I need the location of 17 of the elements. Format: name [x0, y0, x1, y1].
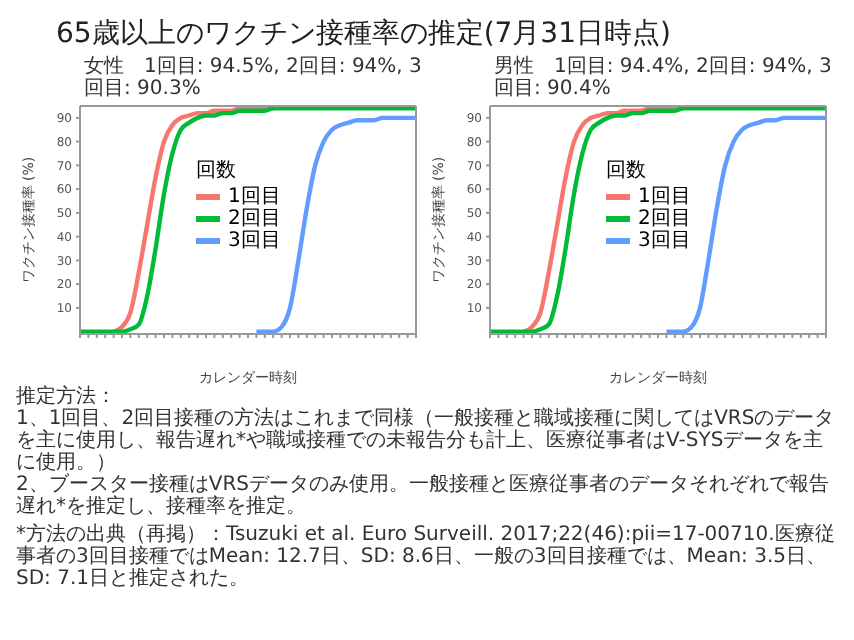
- legend-label: 1回目: [638, 186, 691, 208]
- text: 65歳以上のワクチン接種率の推定(7月31日時点): [56, 16, 673, 52]
- legend-title: 回数: [196, 160, 238, 182]
- chart-title: 男性 1回目: 94.4%, 2回目: 94%, 3回目: 90.4%: [494, 56, 834, 100]
- text: 推定方法：: [16, 386, 118, 408]
- legend-label: 2回目: [638, 208, 691, 230]
- legend-label: 2回目: [228, 208, 281, 230]
- text: 1、1回目、2回目接種の方法はこれまで同様（一般接種と職域接種に関してはVRSのデータを主に使用し、報告遅れ*や職域接種での未報告分も計上、医療従事者はV-SYSデータを主に使用。）: [16, 408, 837, 474]
- text: 2、ブースター接種はVRSデータのみ使用。一般接種と医療従事者のデータそれぞれで報告遅れ*を推定し、接種率を推定。: [16, 474, 831, 518]
- legend-title: 回数: [606, 160, 648, 182]
- chart-title: 女性 1回目: 94.5%, 2回目: 94%, 3回目: 90.3%: [84, 56, 424, 100]
- legend-label: 1回目: [228, 186, 281, 208]
- legend-label: 3回目: [228, 230, 281, 252]
- line-series: [77, 106, 419, 334]
- line-series: [487, 106, 829, 334]
- text: *方法の出典（再掲）：Tsuzuki et al. Euro Surveill. 2017;22(46):pii=17-00710.医療従事者の3回目接種ではMean: 12.7日、SD: 8.6日、一般の3回目接種では、Mean: 3.5日、SD: 7.1日と推定された。: [16, 524, 837, 590]
- legend-label: 3回目: [638, 230, 691, 252]
